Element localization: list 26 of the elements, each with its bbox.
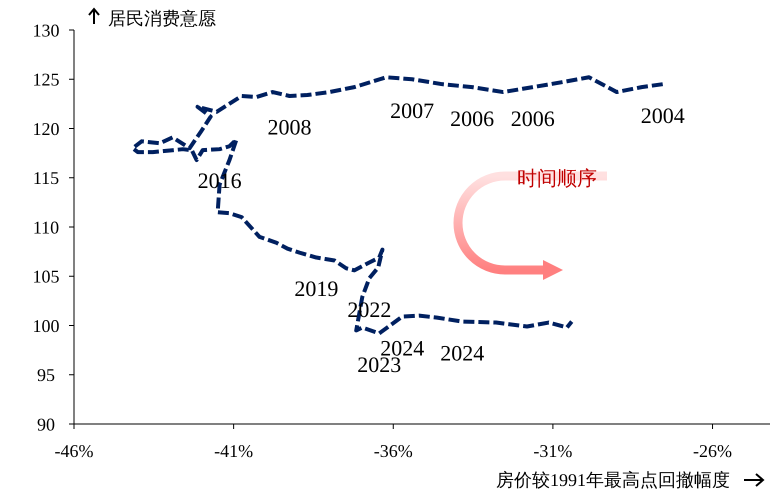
y-tick-label: 105: [32, 266, 60, 287]
annotation: 2007: [390, 98, 434, 123]
annotation: 2016: [198, 168, 242, 193]
annotation: 2006: [510, 106, 555, 131]
y-tick-label: 125: [32, 70, 60, 90]
y-tick-label: 115: [32, 168, 60, 188]
y-tick-label: 100: [32, 316, 60, 336]
annotation: 2022: [347, 296, 392, 322]
x-tick-label: -31%: [533, 441, 572, 461]
y-tick-label: 110: [32, 217, 60, 238]
y-tick-label: 120: [32, 118, 60, 139]
x-tick-label: -46%: [54, 441, 94, 461]
annotation: 时间顺序: [517, 168, 597, 190]
x-tick-label: -41%: [214, 441, 254, 461]
annotation: 2004: [640, 102, 685, 128]
y-axis-title: 居民消费意愿: [108, 8, 216, 28]
x-tick-label: -26%: [693, 441, 732, 461]
y-tick-label: 130: [32, 20, 60, 40]
x-axis-title: 房价较1991年最高点回撤幅度: [496, 470, 730, 490]
annotation: 2024: [440, 340, 484, 366]
annotation: 2006: [450, 106, 494, 131]
y-tick-label: 90: [37, 414, 55, 434]
annotation: 2019: [294, 276, 338, 302]
annotation: 2008: [268, 114, 312, 140]
y-tick-label: 95: [37, 365, 55, 386]
x-tick-label: -36%: [374, 441, 413, 461]
